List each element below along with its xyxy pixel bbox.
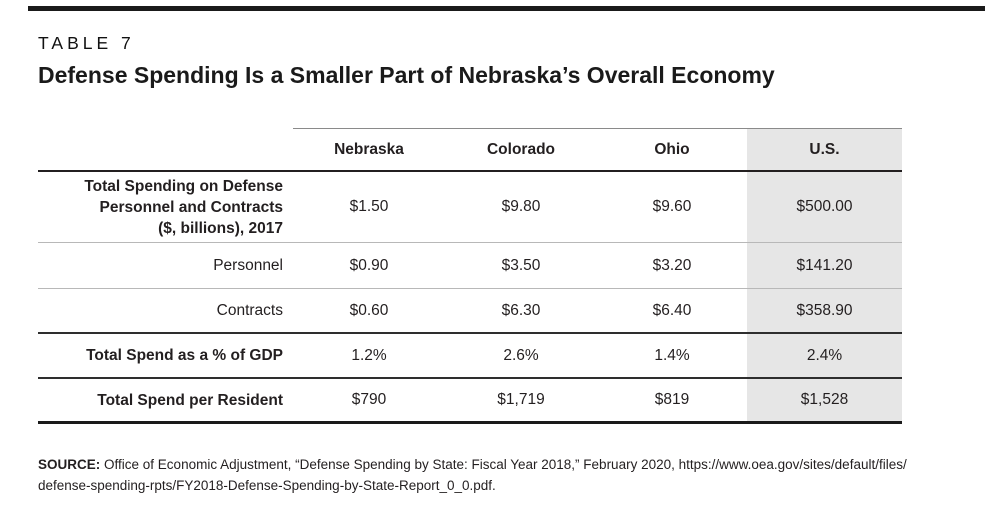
source-text-line-2: defense-spending-rpts/FY2018-Defense-Spe… bbox=[38, 477, 496, 493]
table-container: Nebraska Colorado Ohio U.S. Total Spendi… bbox=[38, 128, 902, 424]
cell-perres-nebraska: $790 bbox=[293, 378, 445, 424]
table-row-pct-gdp: Total Spend as a % of GDP 1.2% 2.6% 1.4%… bbox=[38, 333, 902, 379]
cell-contracts-nebraska: $0.60 bbox=[293, 288, 445, 334]
header-stub-cell bbox=[38, 128, 293, 172]
cell-pctgdp-nebraska: 1.2% bbox=[293, 333, 445, 379]
cell-contracts-us: $358.90 bbox=[747, 288, 902, 334]
top-rule bbox=[28, 6, 985, 11]
table-row-personnel: Personnel $0.90 $3.50 $3.20 $141.20 bbox=[38, 242, 902, 289]
cell-total-colorado: $9.80 bbox=[445, 171, 597, 243]
cell-personnel-us: $141.20 bbox=[747, 242, 902, 289]
cell-total-ohio: $9.60 bbox=[597, 171, 747, 243]
defense-spending-table: Nebraska Colorado Ohio U.S. Total Spendi… bbox=[38, 128, 902, 424]
row-label-pct-gdp: Total Spend as a % of GDP bbox=[38, 333, 293, 379]
cell-personnel-nebraska: $0.90 bbox=[293, 242, 445, 289]
cell-perres-ohio: $819 bbox=[597, 378, 747, 424]
header-ohio: Ohio bbox=[597, 128, 747, 172]
row-label-personnel: Personnel bbox=[38, 242, 293, 289]
cell-perres-us: $1,528 bbox=[747, 378, 902, 424]
cell-total-us: $500.00 bbox=[747, 171, 902, 243]
source-label: SOURCE: bbox=[38, 456, 101, 472]
source-text-line-1: Office of Economic Adjustment, “Defense … bbox=[104, 456, 907, 472]
row-label-total-spending: Total Spending on Defense Personnel and … bbox=[38, 171, 293, 243]
table-row-total-spending: Total Spending on Defense Personnel and … bbox=[38, 171, 902, 243]
cell-personnel-ohio: $3.20 bbox=[597, 242, 747, 289]
row-label-line: Personnel and Contracts bbox=[99, 198, 283, 216]
header-nebraska: Nebraska bbox=[293, 128, 445, 172]
row-label-line: ($, billions), 2017 bbox=[158, 219, 283, 237]
table-number: TABLE 7 bbox=[38, 33, 135, 53]
cell-personnel-colorado: $3.50 bbox=[445, 242, 597, 289]
table-title: Defense Spending Is a Smaller Part of Ne… bbox=[38, 62, 775, 88]
cell-pctgdp-us: 2.4% bbox=[747, 333, 902, 379]
header-colorado: Colorado bbox=[445, 128, 597, 172]
cell-contracts-ohio: $6.40 bbox=[597, 288, 747, 334]
header-row: Nebraska Colorado Ohio U.S. bbox=[38, 128, 902, 172]
cell-pctgdp-colorado: 2.6% bbox=[445, 333, 597, 379]
cell-contracts-colorado: $6.30 bbox=[445, 288, 597, 334]
table-row-per-resident: Total Spend per Resident $790 $1,719 $81… bbox=[38, 378, 902, 424]
source-note: SOURCE: Office of Economic Adjustment, “… bbox=[38, 454, 973, 496]
cell-total-nebraska: $1.50 bbox=[293, 171, 445, 243]
cell-perres-colorado: $1,719 bbox=[445, 378, 597, 424]
row-label-contracts: Contracts bbox=[38, 288, 293, 334]
row-label-per-resident: Total Spend per Resident bbox=[38, 378, 293, 424]
cell-pctgdp-ohio: 1.4% bbox=[597, 333, 747, 379]
header-us: U.S. bbox=[747, 128, 902, 172]
table-row-contracts: Contracts $0.60 $6.30 $6.40 $358.90 bbox=[38, 288, 902, 334]
row-label-line: Total Spending on Defense bbox=[84, 177, 283, 195]
